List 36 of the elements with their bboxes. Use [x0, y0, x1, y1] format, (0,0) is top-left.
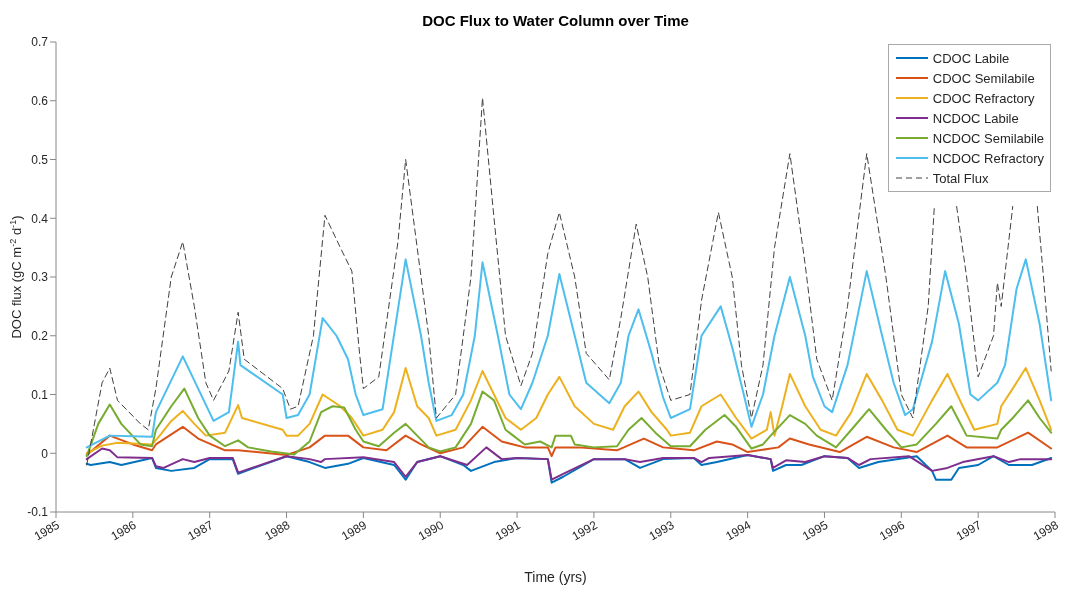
x-tick-label: 1993	[646, 517, 677, 544]
x-tick-label: 1992	[569, 517, 600, 544]
x-tick-label: 1994	[723, 517, 754, 544]
line-series	[85, 446, 1053, 481]
y-tick-label: 0.1	[31, 387, 49, 402]
x-tick-label: 1989	[339, 517, 370, 544]
x-tick-label: 1987	[185, 517, 216, 544]
x-tick-label: 1996	[876, 517, 908, 544]
x-tick-label: 1990	[415, 517, 447, 544]
legend-label: NCDOC Labile	[932, 110, 1019, 126]
x-tick-label: 1995	[800, 517, 831, 544]
y-tick-label: 0.2	[31, 329, 49, 344]
x-tick-label: 1985	[31, 517, 63, 544]
y-tick-label: 0.7	[31, 35, 49, 50]
legend-label: NCDOC Semilabile	[932, 130, 1044, 146]
line-series	[85, 367, 1053, 455]
x-tick-label: 1998	[1030, 517, 1062, 544]
x-tick-label: 1991	[492, 517, 524, 544]
x-tick-label: 1997	[953, 517, 985, 544]
y-tick-label: -0.1	[27, 505, 49, 520]
y-tick-label: 0.4	[31, 211, 49, 226]
y-tick-label: 0.3	[31, 270, 49, 285]
line-series	[85, 387, 1053, 458]
line-series	[85, 258, 1053, 449]
legend-label: CDOC Labile	[932, 50, 1010, 66]
legend-label: NCDOC Refractory	[932, 150, 1044, 166]
y-tick-label: 0.5	[31, 152, 49, 167]
chart-title: DOC Flux to Water Column over Time	[421, 12, 690, 29]
legend-label: CDOC Refractory	[932, 90, 1035, 106]
y-tick-label: 0.6	[31, 94, 49, 109]
x-tick-label: 1986	[108, 517, 139, 544]
x-tick-label: 1988	[262, 517, 293, 544]
y-tick-label: 0	[41, 446, 49, 461]
legend-label: CDOC Semilabile	[932, 70, 1035, 86]
legend-label: Total Flux	[932, 170, 989, 186]
x-axis-title: Time (yrs)	[524, 569, 587, 585]
